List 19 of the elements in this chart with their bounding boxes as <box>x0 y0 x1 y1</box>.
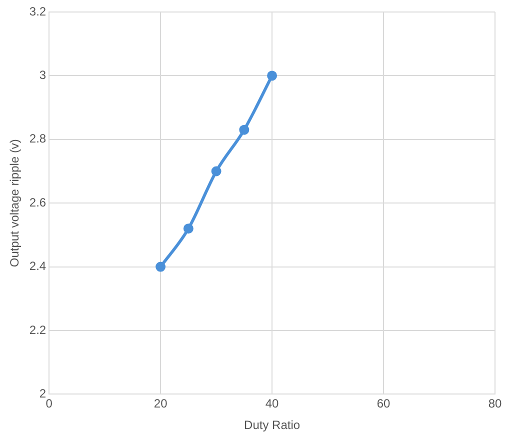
point <box>156 262 166 272</box>
y-axis-title: Output voltage ripple (v) <box>8 139 22 268</box>
x-tick-label: 80 <box>488 396 502 411</box>
point <box>183 224 194 234</box>
y-tick-label: 2.4 <box>29 259 46 274</box>
point <box>267 70 278 81</box>
y-tick-label: 2.2 <box>29 322 46 337</box>
y-tick-label: 2.8 <box>29 132 46 146</box>
y-tick-label: 3 <box>39 68 46 82</box>
x-tick-label: 40 <box>265 396 280 411</box>
x-tick-label: 20 <box>154 396 168 411</box>
x-tick-label: 60 <box>376 396 391 411</box>
y-tick-label: 3.2 <box>29 4 46 18</box>
y-tick-label: 2.6 <box>29 195 46 210</box>
point <box>211 166 222 176</box>
x-axis-title: Duty Ratio <box>244 418 300 432</box>
point <box>239 124 250 135</box>
y-tick-label: 2 <box>39 386 46 401</box>
x-tick-label: 0 <box>46 396 53 411</box>
